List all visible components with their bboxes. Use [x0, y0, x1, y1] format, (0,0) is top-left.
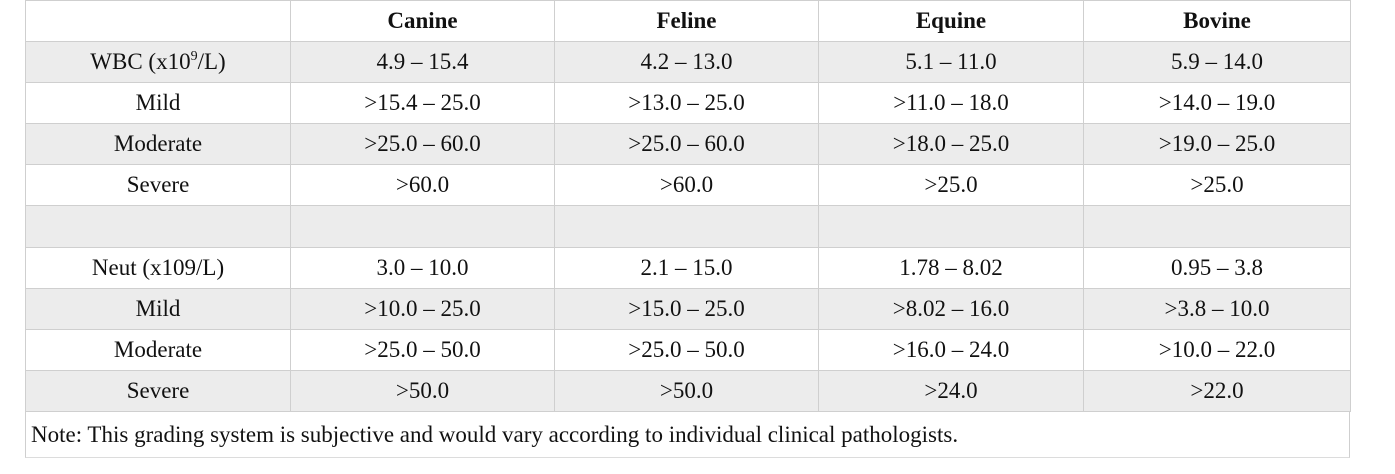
table-cell: >16.0 – 24.0 — [818, 329, 1084, 371]
row-label: Mild — [25, 288, 291, 330]
header-bovine: Bovine — [1083, 0, 1351, 42]
wbc-moderate-row: Moderate >25.0 – 60.0 >25.0 – 60.0 >18.0… — [25, 123, 1351, 165]
table-cell: >60.0 — [290, 164, 555, 206]
neut-mild-row: Mild >10.0 – 25.0 >15.0 – 25.0 >8.02 – 1… — [25, 288, 1351, 330]
wbc-row-label: WBC (x109/L) — [25, 41, 291, 83]
grading-table-container: Canine Feline Equine Bovine WBC (x109/L)… — [25, 0, 1351, 458]
wbc-mild-row: Mild >15.4 – 25.0 >13.0 – 25.0 >11.0 – 1… — [25, 82, 1351, 124]
table-cell: >25.0 — [1083, 164, 1351, 206]
table-cell: >25.0 – 50.0 — [290, 329, 555, 371]
table-cell: >22.0 — [1083, 370, 1351, 412]
neut-moderate-row: Moderate >25.0 – 50.0 >25.0 – 50.0 >16.0… — [25, 329, 1351, 371]
wbc-reference-row: WBC (x109/L) 4.9 – 15.4 4.2 – 13.0 5.1 –… — [25, 41, 1351, 83]
table-cell: 0.95 – 3.8 — [1083, 247, 1351, 289]
table-cell: 2.1 – 15.0 — [554, 247, 819, 289]
header-canine: Canine — [290, 0, 555, 42]
table-cell: >14.0 – 19.0 — [1083, 82, 1351, 124]
table-cell: 4.9 – 15.4 — [290, 41, 555, 83]
table-cell: 4.2 – 13.0 — [554, 41, 819, 83]
neut-row-label: Neut (x109/L) — [25, 247, 291, 289]
wbc-severe-row: Severe >60.0 >60.0 >25.0 >25.0 — [25, 164, 1351, 206]
table-cell: >25.0 — [818, 164, 1084, 206]
row-label: Moderate — [25, 329, 291, 371]
empty-cell — [290, 205, 555, 248]
header-empty-cell — [25, 0, 291, 42]
wbc-label-superscript: 9 — [190, 49, 198, 64]
spacer-row — [25, 205, 1351, 248]
row-label: Mild — [25, 82, 291, 124]
empty-cell — [554, 205, 819, 248]
neut-reference-row: Neut (x109/L) 3.0 – 10.0 2.1 – 15.0 1.78… — [25, 247, 1351, 289]
row-label: Severe — [25, 370, 291, 412]
row-label: Severe — [25, 164, 291, 206]
table-cell: >60.0 — [554, 164, 819, 206]
table-cell: >19.0 – 25.0 — [1083, 123, 1351, 165]
table-cell: >10.0 – 25.0 — [290, 288, 555, 330]
table-cell: >11.0 – 18.0 — [818, 82, 1084, 124]
header-feline: Feline — [554, 0, 819, 42]
table-cell: >18.0 – 25.0 — [818, 123, 1084, 165]
empty-cell — [818, 205, 1084, 248]
table-cell: >50.0 — [290, 370, 555, 412]
table-cell: >25.0 – 60.0 — [290, 123, 555, 165]
table-cell: 3.0 – 10.0 — [290, 247, 555, 289]
row-label: Moderate — [25, 123, 291, 165]
table-cell: >15.0 – 25.0 — [554, 288, 819, 330]
table-cell: >24.0 — [818, 370, 1084, 412]
header-row: Canine Feline Equine Bovine — [25, 0, 1351, 42]
leukocyte-grading-table: Canine Feline Equine Bovine WBC (x109/L)… — [25, 0, 1351, 412]
table-footnote: Note: This grading system is subjective … — [25, 412, 1350, 458]
table-cell: >13.0 – 25.0 — [554, 82, 819, 124]
table-cell: >3.8 – 10.0 — [1083, 288, 1351, 330]
header-equine: Equine — [818, 0, 1084, 42]
table-cell: 1.78 – 8.02 — [818, 247, 1084, 289]
neut-severe-row: Severe >50.0 >50.0 >24.0 >22.0 — [25, 370, 1351, 412]
table-cell: 5.1 – 11.0 — [818, 41, 1084, 83]
empty-cell — [1083, 205, 1351, 248]
table-cell: >25.0 – 50.0 — [554, 329, 819, 371]
empty-cell — [25, 205, 291, 248]
table-cell: >15.4 – 25.0 — [290, 82, 555, 124]
table-cell: >50.0 — [554, 370, 819, 412]
table-cell: >25.0 – 60.0 — [554, 123, 819, 165]
table-cell: 5.9 – 14.0 — [1083, 41, 1351, 83]
table-cell: >10.0 – 22.0 — [1083, 329, 1351, 371]
wbc-label-prefix: WBC (x10 — [90, 49, 191, 74]
table-cell: >8.02 – 16.0 — [818, 288, 1084, 330]
wbc-label-suffix: /L) — [197, 49, 226, 74]
